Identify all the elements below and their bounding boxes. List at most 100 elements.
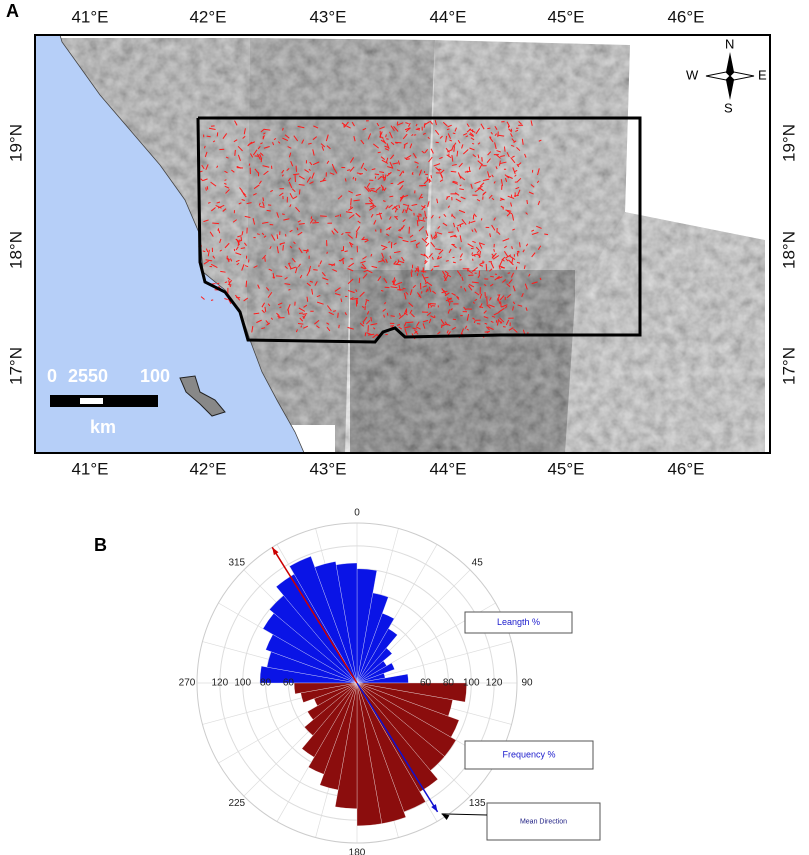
lineament	[398, 312, 401, 317]
lineament	[430, 268, 434, 272]
lineament	[464, 325, 468, 329]
lineament	[515, 129, 519, 132]
lineament	[494, 125, 498, 130]
lineament	[497, 276, 503, 280]
lineament	[496, 154, 501, 159]
mean-direction	[356, 682, 439, 813]
lineament	[228, 280, 231, 288]
lineament	[517, 304, 523, 307]
lineament	[380, 139, 387, 144]
lineament	[368, 196, 373, 202]
compass-e: E	[758, 67, 767, 82]
lineament	[505, 258, 509, 262]
lineament	[333, 228, 339, 234]
lineament	[252, 192, 257, 196]
lineament	[370, 189, 378, 193]
lineament	[322, 277, 329, 281]
lineament	[485, 296, 488, 298]
lineament	[434, 129, 440, 136]
lineament	[200, 178, 204, 182]
lineament	[427, 136, 430, 140]
lineament	[441, 288, 445, 293]
lineament	[416, 165, 419, 169]
lineament	[384, 302, 387, 305]
lineament	[471, 229, 474, 232]
lineament	[367, 133, 372, 140]
lineament	[430, 174, 433, 179]
lineament	[484, 322, 488, 325]
lineament	[472, 258, 474, 261]
lineament	[447, 297, 450, 303]
lineament	[212, 255, 216, 259]
lineament	[508, 279, 513, 285]
lineament	[424, 236, 429, 241]
lineament	[386, 312, 389, 316]
lineament	[259, 206, 265, 208]
lineament	[297, 323, 304, 325]
lineaments	[198, 119, 549, 340]
lineament	[360, 139, 365, 145]
angle-label: 90	[521, 678, 533, 689]
lineament	[495, 166, 498, 170]
lineament	[385, 258, 388, 263]
lineament	[478, 251, 482, 259]
lineament	[390, 125, 395, 132]
lineament	[479, 306, 484, 309]
lineament	[434, 119, 438, 126]
lineament	[486, 304, 491, 309]
lineament	[365, 319, 371, 325]
lineament	[371, 265, 378, 269]
lineament	[287, 177, 291, 182]
lineament	[331, 230, 335, 235]
lineament	[525, 243, 529, 247]
lineament	[351, 121, 355, 127]
lineament	[518, 121, 522, 125]
lineament	[309, 181, 314, 185]
lineament	[479, 261, 485, 265]
lineament	[442, 121, 448, 127]
lineament	[437, 331, 441, 335]
lineament	[362, 320, 365, 325]
lineament	[405, 155, 412, 159]
lineament	[367, 333, 375, 336]
lineament	[279, 242, 286, 245]
lineament	[316, 325, 320, 329]
lineament	[314, 319, 320, 325]
lineament	[355, 231, 358, 239]
lineament	[505, 319, 510, 326]
petal	[356, 592, 389, 684]
lineament	[494, 133, 497, 137]
annotation-box	[464, 611, 573, 634]
lon-label: 42°E	[189, 459, 226, 478]
lineament	[382, 308, 386, 312]
lineament	[382, 186, 384, 191]
lineament	[383, 277, 388, 284]
lineament	[362, 273, 368, 279]
lineament	[491, 315, 496, 318]
lineament	[337, 195, 343, 200]
lineament	[452, 318, 457, 321]
lineament	[445, 298, 452, 302]
lineament	[422, 132, 426, 135]
lineament	[423, 253, 429, 259]
lineament	[473, 213, 477, 218]
lineament	[344, 178, 347, 182]
lineament	[303, 325, 309, 329]
lineament	[210, 263, 218, 269]
lineament	[422, 217, 425, 221]
lineament	[385, 134, 387, 138]
lineament	[321, 146, 325, 151]
lineament	[306, 282, 311, 287]
lineament	[370, 213, 374, 218]
lineament	[265, 287, 270, 291]
lineament	[309, 161, 313, 166]
lineament	[370, 323, 378, 326]
lineament	[292, 195, 298, 200]
lineament	[521, 138, 524, 145]
scale-label: 50	[88, 366, 108, 386]
lineament	[253, 184, 260, 190]
lineament	[295, 329, 298, 333]
lat-label: 17°N	[6, 347, 25, 385]
lineament	[488, 194, 493, 199]
lineament	[537, 200, 541, 206]
